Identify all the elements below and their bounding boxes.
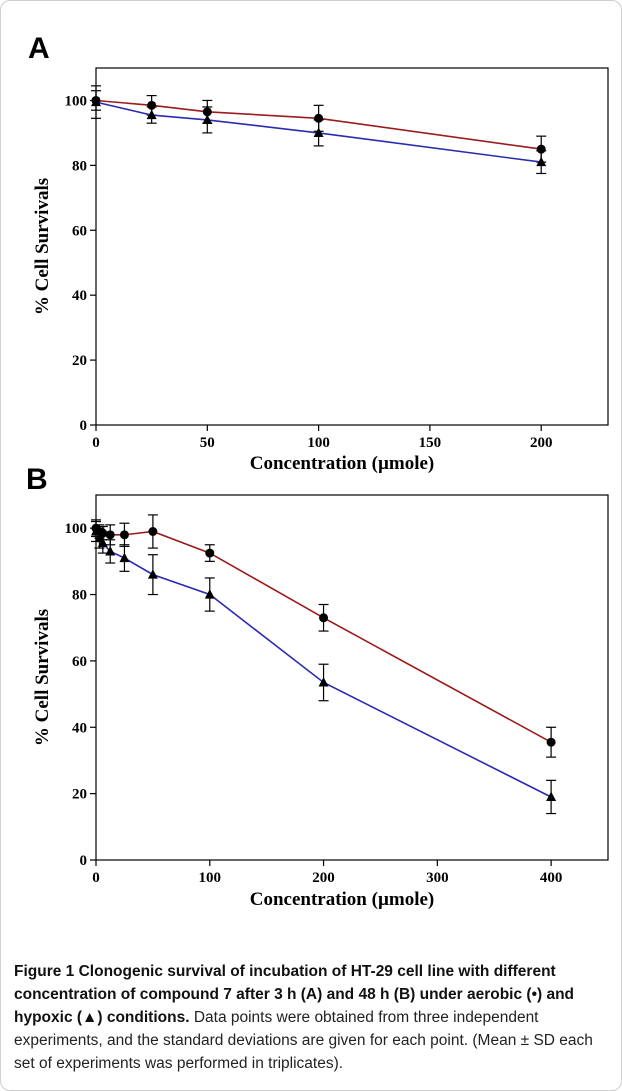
data-point-circle <box>148 527 158 536</box>
y-tick-label: 20 <box>72 787 87 803</box>
data-point-triangle <box>105 546 116 556</box>
data-point-circle <box>205 548 215 558</box>
y-axis-label: % Cell Survivals <box>32 178 53 315</box>
x-axis-label: Concentration (µmole) <box>250 453 435 474</box>
panel-label: A <box>28 32 50 65</box>
x-tick-label: 100 <box>307 435 330 451</box>
caption-title: Figure 1 Clonogenic survival of incubati… <box>14 963 575 1026</box>
data-point-circle <box>314 113 324 123</box>
y-axis-label: % Cell Survivals <box>32 609 53 746</box>
data-point-circle <box>319 613 329 623</box>
data-point-triangle <box>146 109 157 120</box>
data-point-triangle <box>204 589 215 599</box>
data-point-triangle <box>546 791 557 802</box>
x-tick-label: 200 <box>312 870 335 886</box>
data-point-triangle <box>313 127 324 137</box>
y-tick-label: 40 <box>72 720 87 736</box>
data-point-triangle <box>147 569 158 579</box>
series-line <box>95 527 552 743</box>
y-tick-label: 20 <box>72 353 87 369</box>
data-point-triangle <box>91 96 101 107</box>
panel-a: A 0 50 100 150 200 0 20 40 60 80 100 Concentration (… <box>28 32 609 474</box>
x-tick-label: 300 <box>426 870 449 886</box>
plot-area <box>95 67 609 426</box>
y-tick-label: 0 <box>80 853 88 869</box>
panel-b: B 0 100 200 300 400 0 20 40 60 80 100 Concentration … <box>26 463 609 910</box>
x-tick-label: 400 <box>540 870 563 886</box>
x-tick-label: 200 <box>530 435 553 451</box>
x-axis-label: Concentration (µmole) <box>250 889 435 910</box>
y-tick-label: 100 <box>65 521 88 537</box>
x-tick-label: 0 <box>92 435 100 451</box>
y-tick-label: 0 <box>80 418 88 434</box>
data-point-triangle <box>536 156 547 167</box>
data-point-triangle <box>119 552 130 563</box>
y-tick-label: 40 <box>72 288 87 304</box>
y-tick-label: 80 <box>72 588 87 604</box>
caption-body: Data points were obtained from three ind… <box>14 1009 593 1072</box>
data-point-triangle <box>202 114 213 124</box>
series-hypoxic <box>91 520 557 815</box>
data-point-circle <box>147 100 157 110</box>
x-tick-label: 150 <box>419 435 442 451</box>
data-point-circle <box>546 737 556 747</box>
y-tick-label: 60 <box>72 223 87 239</box>
x-tick-label: 0 <box>92 870 100 886</box>
data-point-circle <box>119 530 129 540</box>
x-tick-label: 100 <box>199 870 222 886</box>
data-point-circle <box>105 530 115 540</box>
y-tick-label: 80 <box>72 158 87 174</box>
plot-area <box>95 494 609 861</box>
y-tick-label: 100 <box>65 93 88 109</box>
figure-caption: Figure 1 Clonogenic survival of incubati… <box>14 960 608 1075</box>
x-tick-label: 50 <box>200 435 215 451</box>
series-aerobic <box>91 514 557 758</box>
data-point-triangle <box>318 677 329 687</box>
y-tick-label: 60 <box>72 654 87 670</box>
data-point-circle <box>536 144 546 154</box>
panel-label: B <box>26 463 48 496</box>
series-hypoxic <box>91 85 547 175</box>
data-point-triangle <box>97 537 108 548</box>
